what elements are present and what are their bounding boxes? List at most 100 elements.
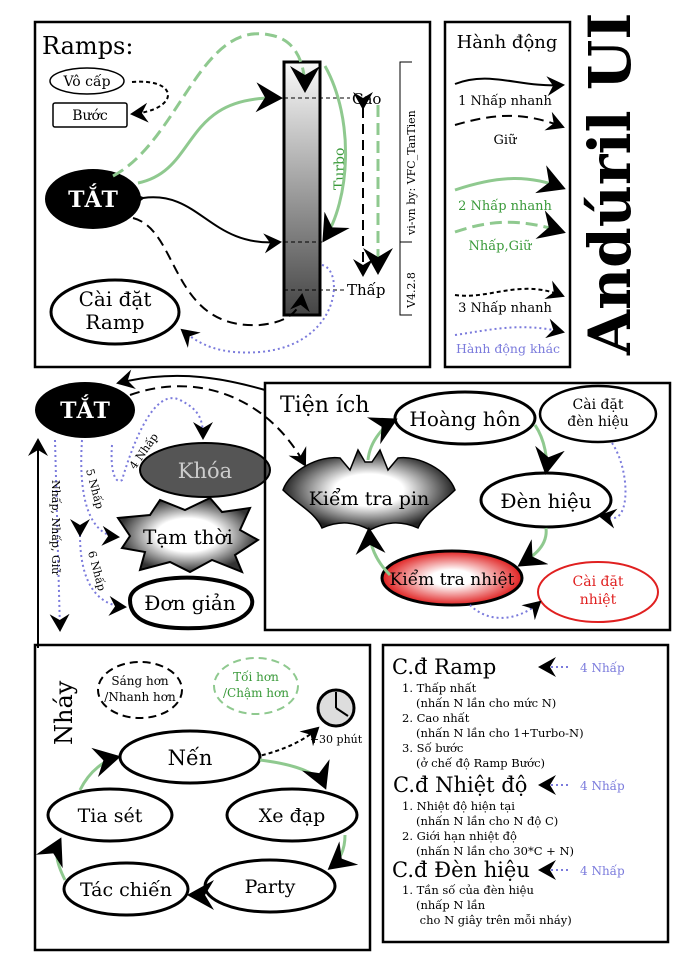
tempcheck-arrow: [517, 527, 549, 567]
off-node-label: TẮT: [60, 394, 110, 424]
turbo-toggle-arrow: [322, 65, 350, 243]
legend-3click-line: [454, 280, 565, 300]
brighter-label-1: Sáng hơn: [111, 674, 169, 688]
stepped-ramp-node: [52, 102, 128, 128]
ramp-config-arrow: [180, 264, 335, 354]
smooth-ramp-node: [49, 67, 125, 95]
ramp-hold-arrow: [112, 32, 320, 178]
dimmer-label-1: Tối hơn: [233, 669, 279, 684]
legend-hold-line: [454, 111, 565, 131]
click-click-hold-label: Nhấp, Nhấp, Giữ: [49, 480, 62, 575]
legend-panel: Hành động 1 Nhấp nhanh Giữ 2 Nhấp nhanh …: [443, 20, 572, 369]
lightning-node: [46, 787, 174, 843]
tactical-label: Tác chiến: [80, 879, 172, 901]
on-off-arrow: [125, 190, 282, 254]
legend-hold: Giữ: [494, 133, 518, 148]
timer-label: +30 phút: [310, 733, 363, 746]
config-line: (nhấn N lần cho 30*C + N): [416, 844, 574, 858]
dimmer-node: [213, 657, 299, 715]
config-line: 2. Cao nhất: [402, 711, 470, 725]
momentary-node: [116, 496, 260, 574]
lockout-arrow: [110, 397, 213, 482]
bike-label: Xe đạp: [259, 805, 325, 827]
config-line: (nhấn N lần cho mức N): [416, 696, 556, 710]
config-line: 1. Tần số của đèn hiệu: [402, 883, 534, 897]
config-line: 3. Số bước: [402, 741, 463, 755]
legend-2click: 2 Nhấp nhanh: [458, 198, 552, 214]
tactical-to-lightning: [35, 837, 67, 881]
stepped-ramp-label: Bước: [72, 108, 108, 124]
config-line: (nhấp N lần: [416, 898, 486, 912]
config-line: (ở chế độ Ramp Bước): [416, 756, 545, 770]
app-title: Andúril UI: [576, 13, 644, 356]
brighter-label-2: /Nhanh hơn: [104, 690, 176, 704]
momentary-label: Tạm thời: [143, 525, 233, 549]
beacon-config-label-2: đèn hiệu: [567, 414, 629, 430]
legend-3click: 3 Nhấp nhanh: [458, 300, 552, 316]
ramp-config-node: [49, 278, 181, 346]
sunset-label: Hoàng hôn: [409, 407, 520, 431]
ramp-config-title: C.đ Ramp: [392, 655, 496, 679]
ramps-border: [33, 20, 432, 369]
version-label: V4.2.8: [405, 272, 418, 309]
off-node-ramps: [45, 169, 141, 229]
credit-label: vi-vn by: VFC_TanTien: [405, 110, 418, 236]
brighter-node: [97, 661, 183, 719]
turbo-double-click-arrow: [137, 82, 283, 185]
temp-config-shortcut: 4 Nhấp: [580, 778, 625, 793]
legend-click: 1 Nhấp nhanh: [458, 93, 552, 109]
utilities-heading: Tiện ích: [280, 393, 369, 418]
legend-other: Hành động khác: [456, 341, 560, 356]
config-line: (nhấn N lần cho 1+Turbo-N): [416, 726, 584, 740]
config-line: 2. Giới hạn nhiệt độ: [402, 829, 517, 843]
blinky-panel: Nháy Sáng hơn /Nhanh hơn Tối hơn /Chậm h…: [33, 643, 372, 952]
off-label: TẮT: [68, 183, 118, 213]
sunset-arrow: [366, 417, 398, 461]
config-border: [381, 643, 670, 944]
beacon-arrow: [533, 424, 565, 475]
beacon-config-shortcut: 4 Nhấp: [580, 863, 625, 878]
beacon-config-node: [538, 384, 658, 444]
utilities-border: [263, 381, 672, 632]
clock-icon: [316, 688, 356, 728]
blinky-border: [33, 643, 372, 952]
blinky-heading: Nháy: [50, 680, 78, 745]
battcheck-loop-arrow: [355, 527, 392, 577]
legend-other-line: [454, 318, 565, 339]
battcheck-node: [282, 448, 456, 531]
ramp-config-label-2: Ramp: [85, 310, 144, 334]
temp-config-node: [537, 561, 659, 623]
bike-node: [225, 787, 359, 843]
smooth-ramp-label: Vô cấp: [62, 73, 110, 90]
lockout-label: Khóa: [178, 459, 232, 483]
dimmer-label-2: /Chậm hơn: [223, 686, 289, 700]
ramp-brightness-bar: [282, 60, 322, 317]
off-menu: TẮT Khóa Tạm thời Đơn giản 4 Nhấp 5 Nhấp…: [28, 369, 307, 648]
battcheck-label: Kiểm tra pin: [309, 488, 430, 510]
hold-ramp-arrow: [132, 217, 310, 327]
ramps-heading: Ramps:: [42, 32, 133, 60]
config-panel: C.đ Ramp 4 Nhấp 1. Thấp nhất (nhấn N lần…: [381, 643, 670, 944]
tempcheck-label: Kiểm tra nhiệt: [390, 570, 515, 590]
simple-node: [127, 575, 255, 631]
beacon-config-title: C.đ Đèn hiệu: [392, 858, 530, 882]
temp-config-arrow: [469, 600, 542, 621]
legend-2click-line: [454, 165, 566, 194]
legend-click-hold-line: [454, 210, 566, 239]
ramp-config-label-1: Cài đặt: [79, 287, 152, 311]
utility-to-off-arrow: [116, 369, 266, 391]
click6-label: 6 Nhấp: [85, 549, 108, 592]
legend-click-line: [454, 76, 565, 97]
timer-arrow: [254, 726, 320, 758]
low-label: Thấp: [347, 281, 385, 299]
bike-to-party: [327, 834, 359, 870]
candle-to-bike: [259, 758, 330, 790]
simple-label: Đơn giản: [144, 591, 236, 615]
temp-config-label-1: Cài đặt: [573, 573, 624, 590]
temp-config-title: C.đ Nhiệt độ: [393, 773, 527, 797]
config-line: cho N giây trên mỗi nháy): [416, 913, 572, 927]
legend-border: [443, 20, 572, 369]
temp-config-label-2: nhiệt: [580, 592, 617, 608]
off-node: [35, 382, 135, 438]
